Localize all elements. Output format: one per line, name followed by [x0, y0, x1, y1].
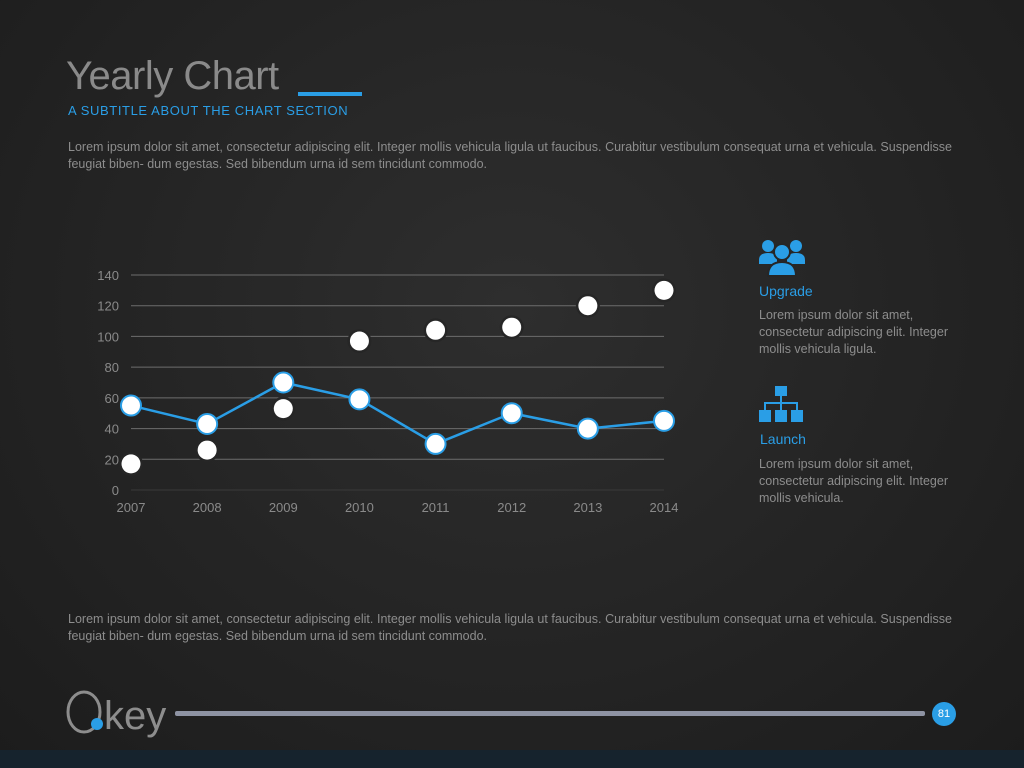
line-point: [576, 417, 599, 440]
feature-text-upgrade: Lorem ipsum dolor sit amet, consectetur …: [759, 308, 948, 356]
hierarchy-icon: [758, 385, 804, 430]
footer-divider: [175, 711, 925, 716]
okey-logo: key: [66, 686, 170, 747]
scatter-point: [426, 320, 446, 340]
y-tick-label: 100: [97, 329, 119, 344]
line-point: [196, 412, 219, 435]
line-point: [500, 402, 523, 425]
x-tick-label: 2011: [422, 500, 450, 515]
feature-title-launch: Launch: [760, 431, 806, 447]
x-tick-label: 2010: [345, 500, 374, 515]
x-tick-label: 2008: [193, 500, 222, 515]
scatter-point: [654, 280, 674, 300]
x-tick-label: 2013: [573, 500, 602, 515]
scatter-point: [197, 440, 217, 460]
y-tick-label: 20: [105, 452, 119, 467]
series-line: [130, 381, 665, 446]
y-tick-label: 40: [105, 422, 119, 437]
x-tick-label: 2007: [117, 500, 146, 515]
scatter-point: [121, 454, 141, 474]
page-number-badge: 81: [932, 702, 956, 726]
line-point: [424, 432, 447, 455]
scatter-point: [578, 296, 598, 316]
y-tick-label: 140: [97, 268, 119, 283]
bottom-band: [0, 750, 1024, 768]
line-point: [348, 388, 371, 411]
users-icon: [759, 238, 805, 283]
line-point: [272, 371, 295, 394]
scatter-point: [273, 399, 293, 419]
intro-paragraph: Lorem ipsum dolor sit amet, consectetur …: [68, 140, 952, 171]
line-point: [120, 394, 142, 417]
page-title: Yearly Chart: [66, 54, 279, 98]
line-point: [653, 409, 675, 432]
x-tick-label: 2014: [650, 500, 679, 515]
closing-paragraph: Lorem ipsum dolor sit amet, consectetur …: [68, 612, 952, 643]
y-tick-label: 120: [97, 299, 119, 314]
x-tick-label: 2012: [497, 500, 526, 515]
svg-text:key: key: [104, 694, 166, 738]
scatter-point: [502, 317, 522, 337]
yearly-line-chart: 0 20 40 60 80 100 120 140 2007 2008 2009 2010 2011 20…: [97, 268, 679, 515]
page-subtitle: A SUBTITLE ABOUT THE CHART SECTION: [68, 103, 349, 118]
x-tick-label: 2009: [269, 500, 298, 515]
y-tick-label: 60: [105, 391, 119, 406]
feature-title-upgrade: Upgrade: [759, 283, 813, 299]
scatter-point: [349, 331, 369, 351]
title-accent-bar: [298, 92, 362, 96]
y-tick-label: 80: [105, 360, 119, 375]
y-tick-label: 0: [112, 483, 119, 498]
feature-text-launch: Lorem ipsum dolor sit amet, consectetur …: [759, 457, 948, 505]
